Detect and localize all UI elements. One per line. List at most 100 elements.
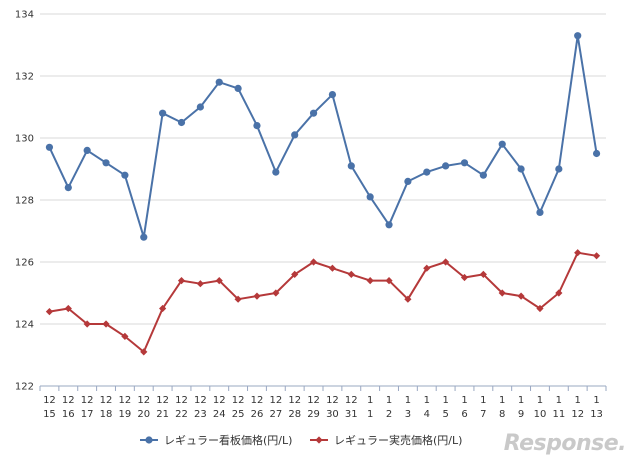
data-point [404, 177, 412, 185]
grid-lines [40, 13, 606, 387]
x-axis: 1215121612171218121912201221122212231224… [39, 385, 607, 420]
data-point [385, 277, 393, 285]
data-point [366, 277, 374, 285]
x-tick-label-day: 4 [424, 409, 430, 420]
data-point [196, 280, 204, 288]
x-tick-label-month: 1 [480, 395, 486, 406]
y-tick-label: 126 [15, 258, 34, 269]
x-tick-label-day: 6 [461, 409, 467, 420]
x-tick-label-month: 1 [537, 395, 543, 406]
data-point [442, 258, 450, 266]
x-tick-label-month: 12 [137, 395, 150, 406]
x-tick-label-day: 31 [345, 409, 358, 420]
data-point [423, 168, 431, 176]
x-tick-label-day: 1 [367, 409, 373, 420]
data-point [442, 162, 450, 170]
data-point [555, 165, 563, 173]
data-point [121, 332, 129, 340]
x-tick-label-day: 15 [43, 409, 56, 420]
legend-marker [315, 436, 323, 444]
data-point [366, 193, 374, 201]
x-tick-label-day: 3 [405, 409, 411, 420]
x-tick-label-day: 18 [100, 409, 113, 420]
data-point [272, 289, 280, 297]
x-tick-label-day: 7 [480, 409, 486, 420]
x-tick-label-day: 20 [137, 409, 150, 420]
data-point [555, 289, 563, 297]
data-point [272, 168, 280, 176]
x-tick-label-month: 12 [251, 395, 264, 406]
data-point [498, 140, 506, 148]
x-tick-label-day: 23 [194, 409, 207, 420]
series-layer [45, 32, 601, 356]
data-point [328, 91, 337, 99]
legend-marker [145, 436, 153, 444]
data-point [140, 233, 148, 241]
data-point [517, 165, 525, 173]
x-tick-label-month: 12 [269, 395, 282, 406]
x-tick-label-day: 28 [288, 409, 301, 420]
x-tick-label-month: 12 [156, 395, 169, 406]
data-point [404, 295, 412, 303]
x-tick-label-month: 1 [367, 395, 373, 406]
data-point [385, 221, 393, 229]
data-point [102, 320, 110, 328]
x-tick-label-month: 12 [175, 395, 188, 406]
data-point [517, 292, 525, 300]
x-tick-label-month: 12 [288, 395, 301, 406]
x-tick-label-month: 12 [194, 395, 207, 406]
x-tick-label-month: 12 [119, 395, 132, 406]
data-point [196, 103, 204, 111]
x-tick-label-month: 1 [461, 395, 467, 406]
data-point [347, 270, 355, 278]
data-point [574, 32, 582, 40]
data-point [423, 264, 431, 272]
x-tick-label-month: 12 [326, 395, 339, 406]
series-2 [45, 249, 601, 356]
data-point [347, 162, 355, 170]
data-point [64, 304, 72, 313]
x-tick-label-day: 27 [269, 409, 282, 420]
x-tick-label-day: 11 [552, 409, 565, 420]
data-point [253, 292, 261, 300]
x-tick-label-day: 21 [156, 409, 169, 420]
y-tick-label: 124 [15, 320, 34, 331]
x-tick-label-day: 5 [442, 409, 448, 420]
x-tick-label-month: 12 [232, 395, 245, 406]
x-tick-label-day: 22 [175, 409, 188, 420]
data-point [159, 109, 167, 117]
x-tick-label-day: 17 [81, 409, 94, 420]
x-tick-label-day: 16 [62, 409, 75, 420]
x-tick-label-day: 12 [571, 409, 584, 420]
data-point [253, 122, 261, 130]
data-point [177, 277, 186, 285]
x-tick-label-month: 12 [81, 395, 94, 406]
x-tick-label-month: 1 [556, 395, 562, 406]
x-tick-label-month: 12 [62, 395, 75, 406]
x-tick-label-month: 1 [386, 395, 392, 406]
x-tick-label-day: 25 [232, 409, 245, 420]
x-tick-label-month: 1 [499, 395, 505, 406]
data-point [309, 258, 318, 266]
legend-label: レギュラー実売価格(円/L) [334, 433, 462, 447]
x-tick-label-month: 1 [424, 395, 430, 406]
x-tick-label-month: 12 [213, 395, 226, 406]
data-point [140, 348, 148, 356]
data-point [479, 171, 487, 179]
x-tick-label-day: 30 [326, 409, 339, 420]
x-tick-label-day: 13 [590, 409, 603, 420]
y-axis: 122 124 126 128 130 132 134 [15, 10, 34, 393]
data-point [498, 289, 506, 297]
data-point [536, 208, 544, 216]
legend: レギュラー看板価格(円/L) レギュラー実売価格(円/L) [140, 433, 462, 447]
x-tick-label-month: 12 [43, 395, 56, 406]
data-point [234, 84, 242, 92]
x-tick-label-month: 12 [100, 395, 113, 406]
x-tick-label-month: 12 [307, 395, 320, 406]
response-watermark-logo: Response. [503, 431, 627, 456]
x-tick-label-month: 1 [405, 395, 411, 406]
x-tick-label-month: 12 [345, 395, 358, 406]
data-point [309, 109, 318, 117]
data-point [479, 270, 487, 278]
data-point [121, 171, 129, 179]
